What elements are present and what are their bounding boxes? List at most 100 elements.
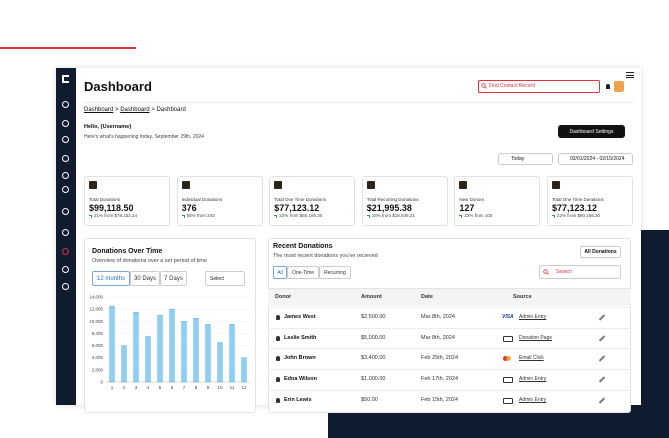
period-dropdown[interactable]: Today xyxy=(498,153,553,165)
avatar[interactable] xyxy=(614,81,624,92)
chart-select[interactable]: Select xyxy=(205,271,245,286)
chart-tab[interactable]: 12 months xyxy=(92,271,130,286)
stat-card xyxy=(269,176,356,226)
sidebar xyxy=(56,68,76,405)
bar xyxy=(205,324,211,383)
source[interactable]: Donation Page xyxy=(519,334,553,341)
bar xyxy=(145,336,151,383)
x-tick-label: 9 xyxy=(207,385,210,390)
stat-label: Individual Donations xyxy=(181,197,223,202)
menu-icon[interactable] xyxy=(626,72,634,78)
x-tick-label: 6 xyxy=(171,385,174,390)
period-label: Today xyxy=(511,156,525,162)
x-tick-label: 11 xyxy=(230,385,235,390)
date: Mar 8th, 2024 xyxy=(421,334,455,341)
all-donations-button[interactable]: All Donations xyxy=(580,246,621,258)
contact-search[interactable] xyxy=(478,80,600,93)
sidebar-icon[interactable] xyxy=(62,248,69,255)
sidebar-icon[interactable] xyxy=(62,186,69,193)
backdrop-block xyxy=(641,230,669,438)
table-tab[interactable]: One-Time xyxy=(287,266,319,279)
date-range-label: 02/01/2024 - 02/15/2024 xyxy=(570,156,625,162)
sidebar-icon[interactable] xyxy=(62,120,69,127)
stat-value: $77,123.12 xyxy=(552,203,598,213)
bar xyxy=(181,321,187,383)
breadcrumb-separator: > xyxy=(115,107,119,113)
bell-icon[interactable] xyxy=(606,84,610,89)
source[interactable]: Admin Entry xyxy=(519,376,547,383)
bar-chart: 0 2,000 4,000 6,000 8,000 10,000 12,000 14,000 1… xyxy=(89,295,250,390)
column-header: Date xyxy=(421,294,433,300)
bar xyxy=(169,308,175,383)
donor-name: John Brown xyxy=(284,355,316,362)
sidebar-icon[interactable] xyxy=(62,266,69,273)
row-divider xyxy=(268,307,631,308)
donor-name: Erin Lewis xyxy=(284,396,312,403)
chart-tab[interactable]: 30 Days xyxy=(130,271,160,286)
stat-value: $77,123.12 xyxy=(274,203,320,213)
stat-value: 376 xyxy=(181,203,197,213)
amount: $2,500.00 xyxy=(361,314,386,320)
stat-icon xyxy=(89,181,97,189)
table-tab-label: All xyxy=(277,269,283,276)
donor-name: Edna Wilson xyxy=(284,376,317,383)
source[interactable]: Email Click xyxy=(519,355,544,362)
table-tab[interactable]: All xyxy=(273,266,287,279)
stat-icon xyxy=(274,181,283,189)
chart-select-label: Select xyxy=(210,275,224,282)
table-tab[interactable]: Recurring xyxy=(319,266,351,279)
chart-tab-label: 7 Days xyxy=(164,275,183,282)
trend-icon xyxy=(459,215,463,218)
x-tick-label: 12 xyxy=(241,385,247,390)
stat-value: $21,995.38 xyxy=(366,203,412,213)
breadcrumb-current: Dashboard xyxy=(156,107,186,113)
all-donations-label: All Donations xyxy=(584,249,617,255)
amount: $5,000.00 xyxy=(361,334,386,341)
row-divider xyxy=(268,348,631,350)
amount: $1,000.00 xyxy=(361,376,386,383)
y-tick-label: 8,000 xyxy=(92,331,104,336)
source[interactable]: Admin Entry xyxy=(519,396,547,403)
row-divider xyxy=(268,369,631,371)
chart-tab-label: 12 months xyxy=(96,275,126,282)
table-search[interactable] xyxy=(539,265,621,279)
sidebar-icon[interactable] xyxy=(62,172,69,179)
table-tab-label: Recurring xyxy=(324,269,346,276)
table-header xyxy=(268,288,631,306)
stat-card xyxy=(454,176,541,226)
stat-value: 127 xyxy=(459,203,475,213)
y-tick-label: 4,000 xyxy=(92,355,104,360)
column-header: Amount xyxy=(361,294,382,300)
search-icon xyxy=(543,269,549,275)
stat-icon xyxy=(552,181,560,189)
sidebar-icon[interactable] xyxy=(62,208,69,215)
sidebar-icon[interactable] xyxy=(62,155,69,162)
sidebar-icon[interactable] xyxy=(62,229,69,236)
stat-change: 18% from $18,636.21 xyxy=(371,213,415,218)
stat-change: 55% from 243 xyxy=(186,213,215,218)
card-brand: VISA xyxy=(502,314,514,320)
chart-title: Donations Over Time xyxy=(92,248,163,255)
donor-name: Leslie Smith xyxy=(284,334,317,341)
chart-tab[interactable]: 7 Days xyxy=(160,271,187,286)
x-tick-label: 2 xyxy=(123,385,126,390)
y-tick-label: 10,000 xyxy=(89,319,103,324)
donor-icon xyxy=(276,377,280,383)
date-range[interactable]: 02/01/2024 - 02/15/2024 xyxy=(558,153,633,165)
breadcrumb-link[interactable]: Dashboard xyxy=(84,107,114,113)
amount: $50.00 xyxy=(361,396,378,403)
chart-subtitle: Overview of donations over a set period … xyxy=(92,258,207,264)
breadcrumb-link[interactable]: Dashboard xyxy=(120,107,150,113)
search-placeholder: Find Contact Record xyxy=(489,83,535,89)
trend-icon xyxy=(181,215,185,218)
y-tick-label: 0 xyxy=(100,380,103,385)
source[interactable]: Admin Entry xyxy=(519,314,547,320)
stat-change: 21% from $78,152.24 xyxy=(94,213,138,218)
settings-button[interactable]: Dashboard Settings xyxy=(558,125,625,138)
trend-icon xyxy=(552,215,555,218)
sidebar-icon[interactable] xyxy=(62,136,69,143)
stat-change: 22% from $60,156.30 xyxy=(279,213,323,218)
sidebar-icon[interactable] xyxy=(62,101,69,108)
source-icon xyxy=(503,377,513,384)
sidebar-icon[interactable] xyxy=(62,283,69,290)
